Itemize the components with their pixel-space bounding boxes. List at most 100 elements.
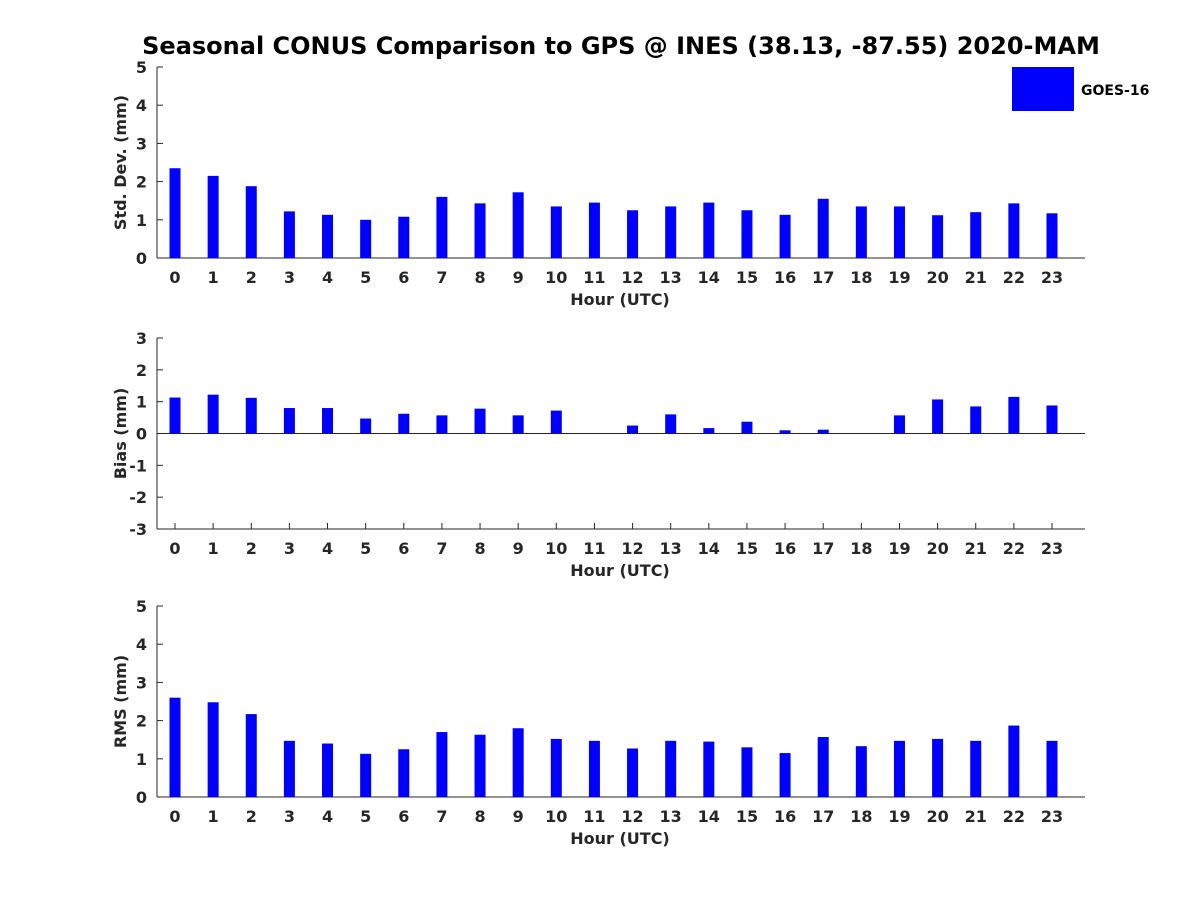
bar-rms-hour-19 (893, 740, 905, 797)
x-tick-label: 14 (698, 268, 720, 287)
bar-std-dev-hour-12 (627, 210, 639, 258)
bar-std-dev-hour-16 (779, 214, 791, 258)
x-tick-label: 21 (965, 807, 987, 826)
x-tick-label: 7 (436, 807, 447, 826)
figure-title: Seasonal CONUS Comparison to GPS @ INES … (142, 32, 1100, 60)
x-tick-label: 20 (926, 807, 948, 826)
y-axis-label: Std. Dev. (mm) (111, 95, 130, 230)
x-tick-label: 18 (850, 268, 872, 287)
x-tick-label: 17 (812, 807, 834, 826)
x-tick-label: 9 (513, 268, 524, 287)
y-tick-label: -3 (129, 520, 147, 539)
bar-bias-hour-7 (436, 415, 448, 434)
bar-bias-hour-4 (322, 408, 334, 434)
x-tick-label: 10 (545, 268, 567, 287)
x-tick-label: 2 (246, 807, 257, 826)
bar-bias-hour-6 (398, 413, 410, 434)
x-tick-label: 11 (583, 807, 605, 826)
bar-rms-hour-13 (665, 740, 677, 797)
bar-rms-hour-2 (245, 714, 257, 797)
bar-std-dev-hour-18 (855, 206, 867, 258)
bar-std-dev-hour-22 (1008, 203, 1020, 258)
bar-bias-hour-1 (207, 394, 219, 434)
x-tick-label: 19 (888, 807, 910, 826)
y-tick-label: 3 (136, 329, 147, 348)
x-tick-label: 8 (474, 539, 485, 558)
bar-std-dev-hour-13 (665, 206, 677, 258)
y-tick-label: 2 (136, 173, 147, 192)
bar-std-dev-hour-6 (398, 216, 410, 258)
x-tick-label: 22 (1003, 268, 1025, 287)
x-tick-label: 6 (398, 807, 409, 826)
y-tick-label: 1 (136, 750, 147, 769)
x-tick-label: 14 (698, 539, 720, 558)
x-tick-label: 5 (360, 539, 371, 558)
legend: GOES-16 (1012, 67, 1149, 111)
legend-swatch (1012, 67, 1074, 111)
bar-bias-hour-2 (245, 397, 257, 434)
bar-bias-hour-5 (360, 418, 372, 434)
bar-std-dev-hour-21 (970, 212, 982, 258)
x-tick-label: 15 (736, 539, 758, 558)
bar-std-dev-hour-3 (283, 211, 295, 258)
x-tick-label: 12 (621, 539, 643, 558)
x-tick-label: 1 (208, 539, 219, 558)
x-tick-label: 3 (284, 268, 295, 287)
bar-rms-hour-4 (322, 743, 334, 797)
x-tick-label: 3 (284, 807, 295, 826)
x-tick-label: 8 (474, 268, 485, 287)
bar-rms-hour-3 (283, 740, 295, 797)
y-tick-label: 4 (136, 635, 147, 654)
x-tick-label: 17 (812, 539, 834, 558)
x-tick-label: 7 (436, 268, 447, 287)
bar-std-dev-hour-15 (741, 210, 753, 258)
y-axis-label: Bias (mm) (111, 388, 130, 480)
x-tick-label: 19 (888, 539, 910, 558)
x-tick-label: 0 (169, 807, 180, 826)
bar-std-dev-hour-23 (1046, 213, 1058, 258)
x-tick-label: 22 (1003, 807, 1025, 826)
bar-rms-hour-12 (627, 748, 639, 797)
bar-bias-hour-16 (779, 430, 791, 434)
y-tick-label: 0 (136, 788, 147, 807)
x-tick-label: 23 (1041, 807, 1063, 826)
x-tick-label: 18 (850, 539, 872, 558)
x-tick-label: 21 (965, 268, 987, 287)
bar-std-dev-hour-1 (207, 175, 219, 258)
bar-std-dev-hour-7 (436, 196, 448, 258)
x-tick-label: 9 (513, 539, 524, 558)
x-tick-label: 21 (965, 539, 987, 558)
x-tick-label: 4 (322, 539, 333, 558)
x-axis-label: Hour (UTC) (570, 561, 670, 580)
x-tick-label: 23 (1041, 268, 1063, 287)
bar-rms-hour-5 (360, 753, 372, 797)
bar-rms-hour-8 (474, 734, 486, 797)
bar-bias-hour-13 (665, 414, 677, 434)
bar-rms-hour-10 (550, 738, 562, 797)
bar-rms-hour-16 (779, 753, 791, 797)
bar-bias-hour-20 (932, 399, 944, 434)
bar-bias-hour-14 (703, 428, 715, 434)
bar-std-dev-hour-2 (245, 186, 257, 258)
x-tick-label: 20 (926, 539, 948, 558)
x-tick-label: 10 (545, 539, 567, 558)
bar-rms-hour-21 (970, 740, 982, 797)
bar-std-dev-hour-4 (322, 214, 334, 258)
x-tick-label: 15 (736, 807, 758, 826)
x-axis-label: Hour (UTC) (570, 829, 670, 848)
bar-bias-hour-21 (970, 406, 982, 434)
bar-rms-hour-7 (436, 732, 448, 797)
bar-rms-hour-0 (169, 697, 181, 797)
bar-bias-hour-22 (1008, 396, 1020, 434)
bar-rms-hour-22 (1008, 725, 1020, 797)
x-tick-label: 0 (169, 539, 180, 558)
x-tick-label: 8 (474, 807, 485, 826)
bar-bias-hour-12 (627, 425, 639, 434)
bar-rms-hour-23 (1046, 740, 1058, 797)
bar-bias-hour-15 (741, 421, 753, 434)
bar-std-dev-hour-11 (588, 202, 600, 258)
x-tick-label: 15 (736, 268, 758, 287)
bar-rms-hour-11 (588, 740, 600, 797)
